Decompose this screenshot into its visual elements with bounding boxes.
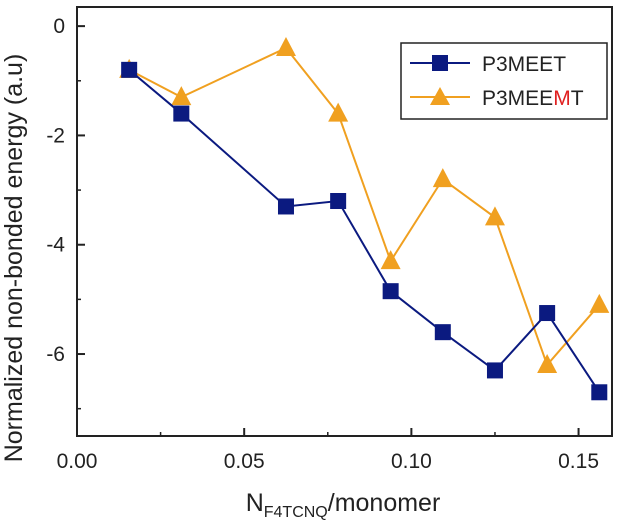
data-point <box>589 293 610 313</box>
x-axis-title: NF4TCNQ/monomer <box>246 489 441 521</box>
y-tick-label: 0 <box>53 15 65 38</box>
data-point <box>277 198 294 215</box>
legend-label-part: P3MEET <box>482 53 566 76</box>
data-point <box>382 283 399 300</box>
x-axis-title-main: N <box>246 489 264 517</box>
data-point <box>591 384 608 401</box>
data-point <box>171 86 192 106</box>
x-axis-title-rest: /monomer <box>328 489 441 517</box>
y-tick-label: -4 <box>46 234 65 257</box>
series-layer <box>119 36 610 401</box>
legend-label-part: M <box>553 87 571 110</box>
data-point <box>434 324 451 341</box>
y-axis-title: Normalized non-bonded energy (a.u) <box>0 54 28 463</box>
data-point <box>537 353 558 373</box>
y-axis-ticks: 0 -2 -4 -6 <box>46 15 85 410</box>
data-point <box>484 206 505 226</box>
plot-frame <box>76 6 613 437</box>
legend-label-part: T <box>571 87 584 110</box>
x-axis-title-sub: F4TCNQ <box>264 504 328 521</box>
legend-marker-p3meet <box>432 55 448 71</box>
x-tick-label: 0.05 <box>224 450 265 473</box>
x-axis-ticks: 0.00 0.05 0.10 0.15 <box>57 428 599 473</box>
legend-label-part: P3MEE <box>482 87 553 110</box>
data-point <box>486 362 503 379</box>
x-tick-label: 0.15 <box>558 450 599 473</box>
data-point <box>173 105 190 122</box>
legend-label-p3meemt: P3MEEMT <box>482 87 584 110</box>
x-tick-label: 0.00 <box>57 450 98 473</box>
data-point <box>539 305 556 322</box>
legend-marker-p3meemt <box>430 87 450 105</box>
data-point <box>432 168 453 188</box>
series-p3meet <box>121 61 608 401</box>
legend-box <box>400 42 608 120</box>
y-tick-label: -2 <box>46 124 65 147</box>
legend: P3MEET P3MEEMT <box>400 42 608 120</box>
data-point <box>275 36 296 56</box>
legend-label-p3meet: P3MEET <box>482 53 566 76</box>
x-tick-label: 0.10 <box>391 450 432 473</box>
y-tick-label: -6 <box>46 343 65 366</box>
data-point <box>328 102 349 122</box>
data-point <box>380 250 401 270</box>
data-point <box>121 61 138 78</box>
data-point <box>330 193 347 210</box>
